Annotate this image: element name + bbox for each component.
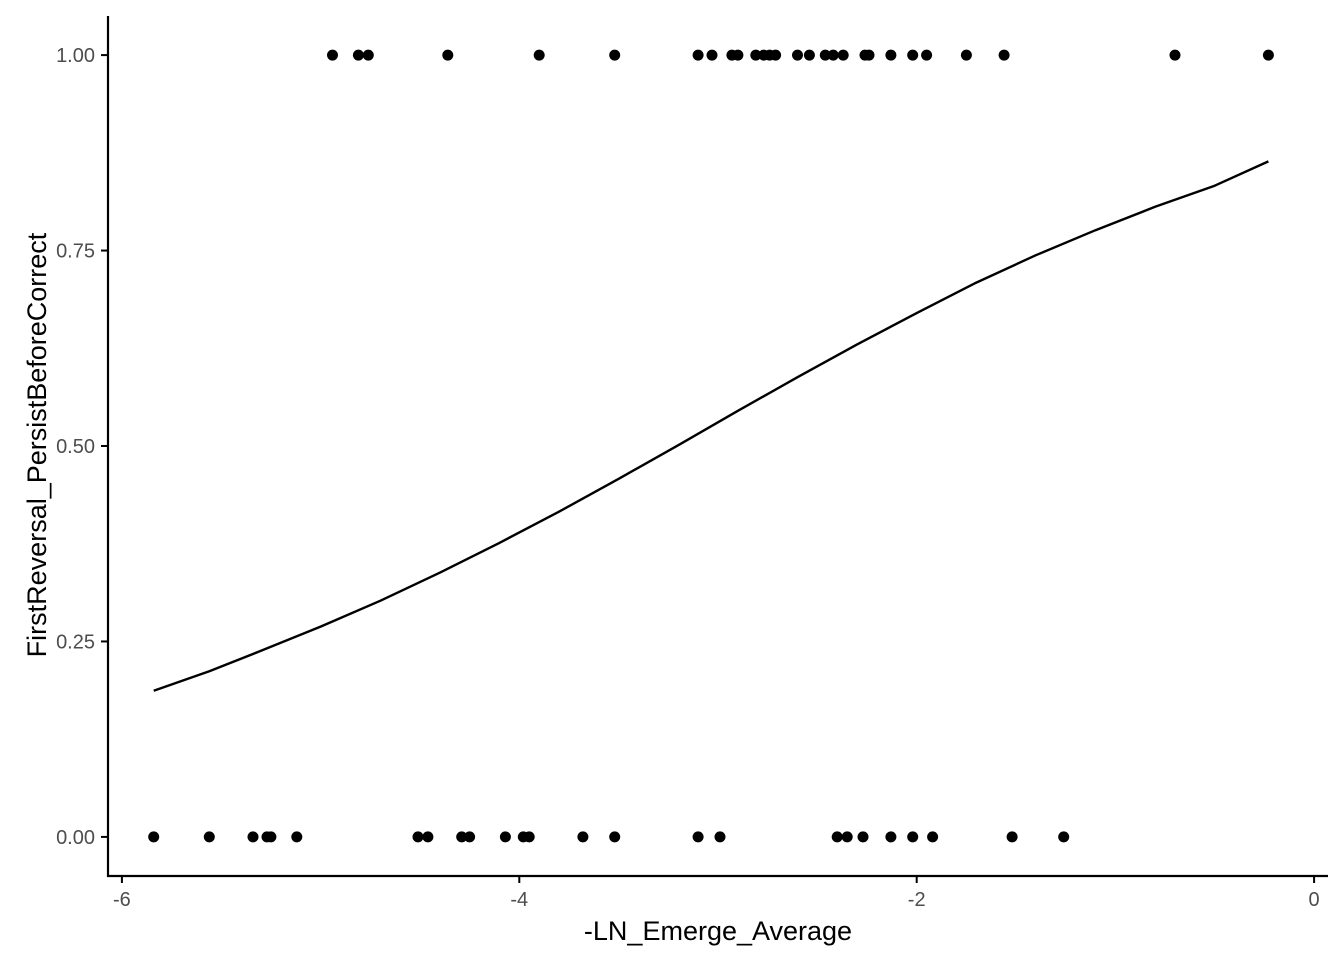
- data-point: [732, 49, 744, 61]
- data-point: [265, 831, 277, 843]
- data-point: [706, 49, 718, 61]
- data-point: [609, 831, 621, 843]
- x-tick-label: -2: [908, 889, 926, 911]
- data-point: [750, 49, 762, 61]
- data-point: [148, 831, 160, 843]
- data-point: [960, 49, 972, 61]
- data-point: [499, 831, 511, 843]
- data-point: [533, 49, 545, 61]
- x-tick-label: -6: [113, 889, 131, 911]
- data-point: [442, 49, 454, 61]
- y-tick-label: 0.00: [56, 827, 95, 849]
- x-axis-title: -LN_Emerge_Average: [584, 916, 852, 946]
- axes: 0.00 0.25 0.50 0.75 1.00 -6 -4 -2 0: [56, 16, 1328, 911]
- data-point: [1169, 49, 1181, 61]
- data-point: [803, 49, 815, 61]
- data-point: [770, 49, 782, 61]
- y-axis-title: FirstReversal_PersistBeforeCorrect: [22, 232, 52, 657]
- data-point: [692, 831, 704, 843]
- data-point: [203, 831, 215, 843]
- data-point: [247, 831, 259, 843]
- y-tick-label: 0.25: [56, 631, 95, 653]
- data-point: [885, 49, 897, 61]
- data-point: [857, 831, 869, 843]
- data-point: [927, 831, 939, 843]
- data-point: [523, 831, 535, 843]
- data-point: [456, 831, 468, 843]
- data-point: [1058, 831, 1070, 843]
- plot-area: [148, 49, 1274, 843]
- data-point: [1262, 49, 1274, 61]
- data-point: [412, 831, 424, 843]
- data-point: [998, 49, 1010, 61]
- data-point: [714, 831, 726, 843]
- data-point: [831, 831, 843, 843]
- fit-curve: [153, 160, 1269, 692]
- data-point: [921, 49, 933, 61]
- data-point: [885, 831, 897, 843]
- data-point: [792, 49, 803, 61]
- data-point: [291, 831, 303, 843]
- data-point: [827, 49, 839, 61]
- data-point: [819, 49, 831, 61]
- y-tick-label: 0.75: [56, 241, 95, 263]
- data-point: [1006, 831, 1018, 843]
- data-point: [362, 49, 374, 61]
- data-point: [907, 49, 919, 61]
- data-point: [464, 831, 476, 843]
- y-tick-label: 1.00: [56, 45, 95, 67]
- data-point: [692, 49, 704, 61]
- x-tick-label: -4: [510, 889, 528, 911]
- y-tick-label: 0.50: [56, 436, 95, 458]
- data-point: [907, 831, 919, 843]
- data-point: [352, 49, 364, 61]
- data-point: [863, 49, 875, 61]
- data-point: [577, 831, 589, 843]
- data-point: [609, 49, 621, 61]
- data-point: [841, 831, 853, 843]
- data-point: [837, 49, 849, 61]
- x-tick-label: 0: [1309, 889, 1320, 911]
- data-point: [422, 831, 434, 843]
- data-point: [327, 49, 338, 61]
